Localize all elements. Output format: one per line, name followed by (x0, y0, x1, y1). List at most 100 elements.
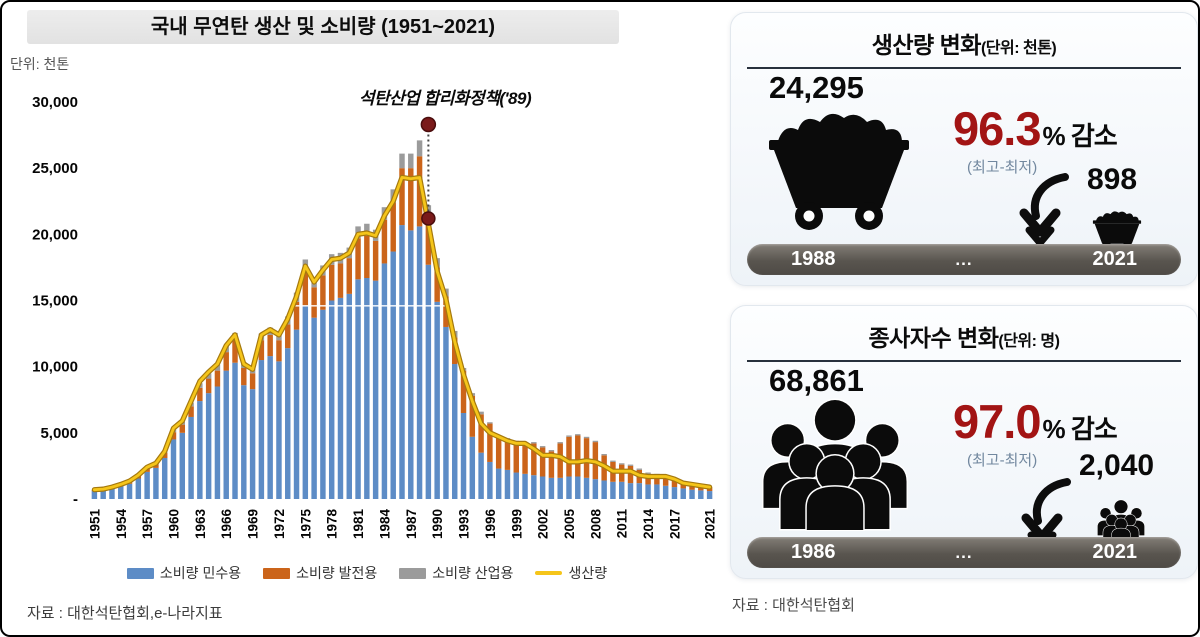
legend-label: 소비량 민수용 (159, 565, 242, 581)
chart-source-text: 자료 : 대한석탄협회,e-나라지표 (27, 605, 223, 622)
bar-segment (381, 219, 388, 264)
bar-segment (618, 481, 625, 499)
bar-segment (197, 387, 203, 402)
y-axis-tick-label: 5,000 (40, 425, 78, 442)
x-axis-tick-label: 1960 (167, 509, 182, 539)
bar-segment (100, 490, 106, 499)
annotation-dot-high (420, 116, 437, 133)
bar-segment (434, 301, 440, 499)
down-arrow-icon (1019, 171, 1071, 251)
x-axis-tick-label: 1987 (404, 509, 419, 539)
percent-note: (최고-최저) (967, 452, 1038, 469)
bar-segment (513, 442, 519, 473)
end-value: 2,040 (1079, 449, 1155, 482)
bar-segment (618, 463, 625, 465)
bar-segment (548, 477, 555, 499)
x-axis-tick-label: 1978 (325, 509, 340, 540)
bar-segment (355, 238, 361, 280)
bar-segment (469, 395, 476, 437)
bar-segment (469, 436, 476, 499)
bar-segment (118, 486, 124, 499)
card-title-unit: (단위: 천톤) (980, 40, 1057, 57)
bar-segment (416, 156, 423, 227)
bar-segment (249, 373, 256, 390)
bar-segment (557, 443, 563, 478)
bar-segment (267, 334, 273, 357)
card-title: 생산량 변화(단위: 천톤) (731, 26, 1197, 60)
x-axis-tick-label: 2014 (641, 509, 656, 540)
pill-end-year: 2021 (1092, 541, 1137, 563)
bar-segment (583, 436, 590, 439)
bar-segment (662, 476, 669, 486)
bar-segment (539, 476, 546, 499)
card-title-text: 생산량 변화 (871, 32, 982, 58)
bar-segment (91, 491, 98, 499)
y-axis-tick-label: 15,000 (32, 293, 78, 310)
pill-start-year: 1986 (791, 541, 836, 563)
bar-segment (188, 406, 194, 417)
bar-segment (346, 258, 352, 294)
bar-segment (311, 317, 317, 499)
bar-segment (627, 464, 634, 466)
legend-color-swatch (263, 567, 291, 579)
legend-item: 소비량 산업용 (399, 563, 513, 583)
bar-segment (671, 479, 678, 488)
legend-label: 생산량 (568, 565, 608, 581)
annotation-dot-low (421, 211, 436, 226)
bar-segment (487, 422, 493, 424)
bar-segment (258, 340, 265, 361)
bar-segment (601, 480, 607, 499)
bar-segment (337, 297, 344, 499)
bar-segment (460, 370, 467, 413)
pill-end-year: 2021 (1092, 248, 1137, 270)
bar-segment (513, 472, 519, 499)
bar-segment (328, 300, 335, 499)
x-axis-tick-label: 1981 (351, 509, 366, 540)
bar-segment (285, 324, 291, 349)
x-axis-tick-label: 2005 (562, 509, 577, 540)
bar-segment (531, 443, 537, 476)
bar-segment (478, 414, 484, 453)
bar-segment (390, 202, 396, 252)
y-axis-tick-label: - (73, 491, 78, 508)
x-axis-tick-label: 1954 (114, 509, 129, 540)
bar-segment (179, 424, 186, 433)
bar-segment (232, 340, 238, 363)
bar-segment (205, 373, 212, 379)
bar-segment (381, 263, 388, 499)
legend-label: 소비량 산업용 (432, 565, 514, 581)
bar-segment (302, 270, 309, 306)
bar-segment (285, 348, 291, 499)
pill-start-year: 1988 (791, 248, 836, 270)
bar-segment (689, 485, 695, 490)
bar-segment (548, 450, 555, 452)
bar-segment (627, 483, 634, 499)
bars-group (91, 140, 713, 500)
bar-segment (531, 442, 537, 444)
bar-segment (566, 436, 572, 477)
bar-segment (223, 370, 229, 499)
bar-segment (109, 488, 115, 499)
bar-segment (223, 352, 229, 371)
bar-segment (575, 476, 581, 499)
bar-segment (539, 446, 546, 448)
y-axis-tick-label: 10,000 (32, 359, 78, 376)
bar-segment (320, 275, 326, 310)
bar-segment (346, 293, 352, 499)
bar-segment (320, 309, 326, 499)
start-value: 24,295 (769, 70, 864, 105)
bar-segment (531, 475, 537, 499)
x-axis-tick-label: 2008 (588, 509, 603, 540)
percent-note: (최고-최저) (967, 159, 1038, 176)
bar-segment (408, 153, 414, 169)
legend-item: 소비량 민수용 (126, 563, 242, 583)
bar-segment (328, 264, 335, 301)
bar-segment (522, 473, 528, 499)
x-axis-tick-label: 2021 (703, 509, 718, 540)
bar-segment (399, 225, 405, 499)
bar-segment (566, 435, 572, 437)
bar-segment (144, 471, 150, 499)
bar-segment (636, 483, 643, 499)
people-group-icon (761, 398, 909, 531)
workers-change-card: 종사자수 변화(단위: 명) 68,861 97.0 % 감소 (최고-최저) … (730, 305, 1198, 579)
